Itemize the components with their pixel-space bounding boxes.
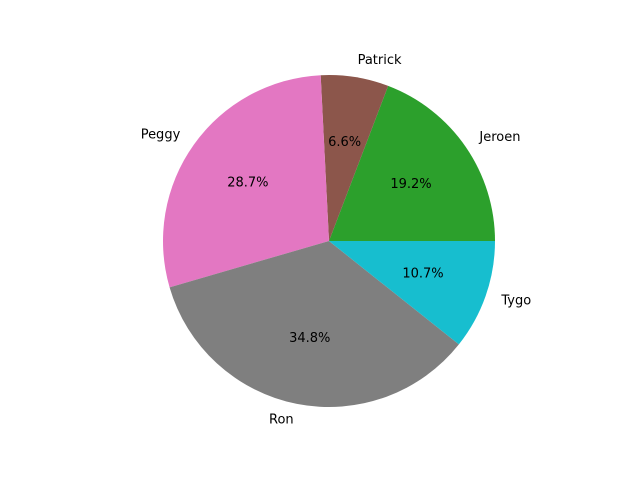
slice-label-ron: Ron [269,413,294,428]
pie-slice-patrick [320,74,389,241]
percent-label-ron: 34.8% [289,331,330,346]
percent-label-jeroen: 19.2% [390,177,431,192]
percent-label-patrick: 6.6% [328,135,361,150]
slice-label-jeroen: Jeroen [478,130,520,145]
slice-label-patrick: Patrick [358,53,402,68]
pie-slice-jeroen [329,85,495,241]
pie-slice-peggy [162,75,329,288]
percent-label-tygo: 10.7% [402,266,443,281]
slice-label-tygo: Tygo [500,294,531,309]
percent-label-peggy: 28.7% [227,176,268,191]
pie-slice-ron [169,241,459,407]
pie-slices [162,74,495,407]
pie-slice-tygo [329,241,495,345]
pie-labels: Jeroen 19.2% Patrick 6.6% Peggy 28.7% Ron 34.8%… [141,53,532,427]
slice-label-peggy: Peggy [141,128,181,143]
